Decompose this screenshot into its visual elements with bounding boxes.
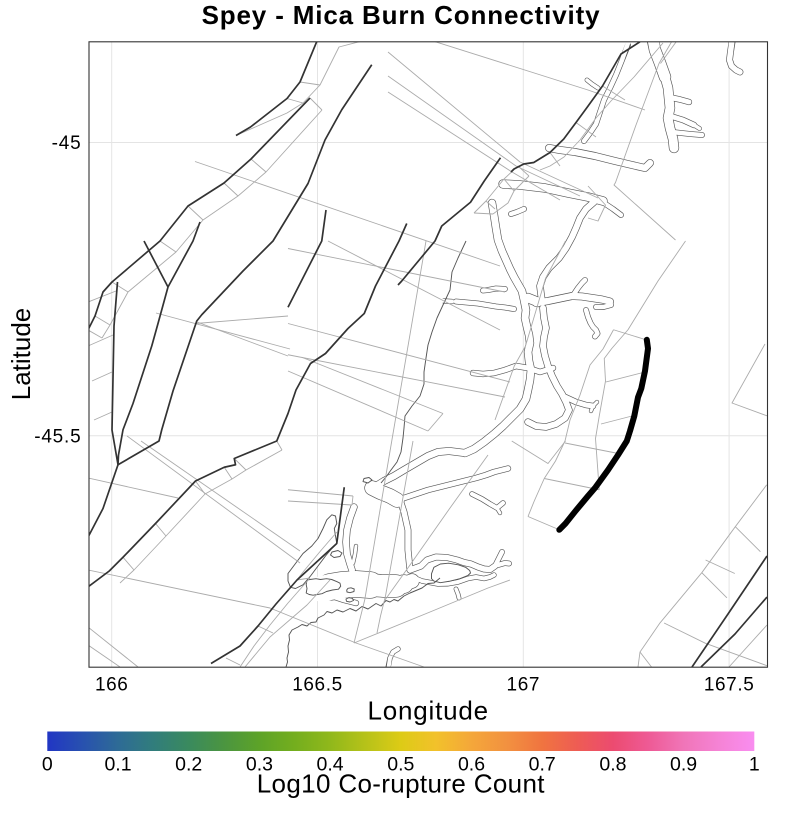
svg-text:0.7: 0.7 <box>529 753 556 775</box>
svg-text:1: 1 <box>749 753 760 775</box>
svg-text:0.3: 0.3 <box>246 753 273 775</box>
svg-text:0.2: 0.2 <box>175 753 202 775</box>
svg-text:0: 0 <box>42 753 53 775</box>
svg-text:0.9: 0.9 <box>670 753 697 775</box>
svg-text:166: 166 <box>95 675 129 696</box>
svg-text:Latitude: Latitude <box>6 308 36 401</box>
svg-text:-45: -45 <box>52 133 82 154</box>
svg-text:0.6: 0.6 <box>458 753 485 775</box>
svg-text:0.8: 0.8 <box>599 753 626 775</box>
svg-text:167: 167 <box>507 675 541 696</box>
svg-text:0.5: 0.5 <box>387 753 414 775</box>
svg-text:167.5: 167.5 <box>704 675 755 696</box>
svg-text:Spey - Mica Burn Connectivity: Spey - Mica Burn Connectivity <box>202 0 601 30</box>
svg-text:Longitude: Longitude <box>367 696 488 726</box>
svg-text:0.4: 0.4 <box>317 753 344 775</box>
svg-text:166.5: 166.5 <box>292 675 343 696</box>
svg-text:0.1: 0.1 <box>104 753 131 775</box>
svg-text:-45.5: -45.5 <box>34 427 81 448</box>
svg-text:Log10 Co-rupture Count: Log10 Co-rupture Count <box>257 769 546 799</box>
